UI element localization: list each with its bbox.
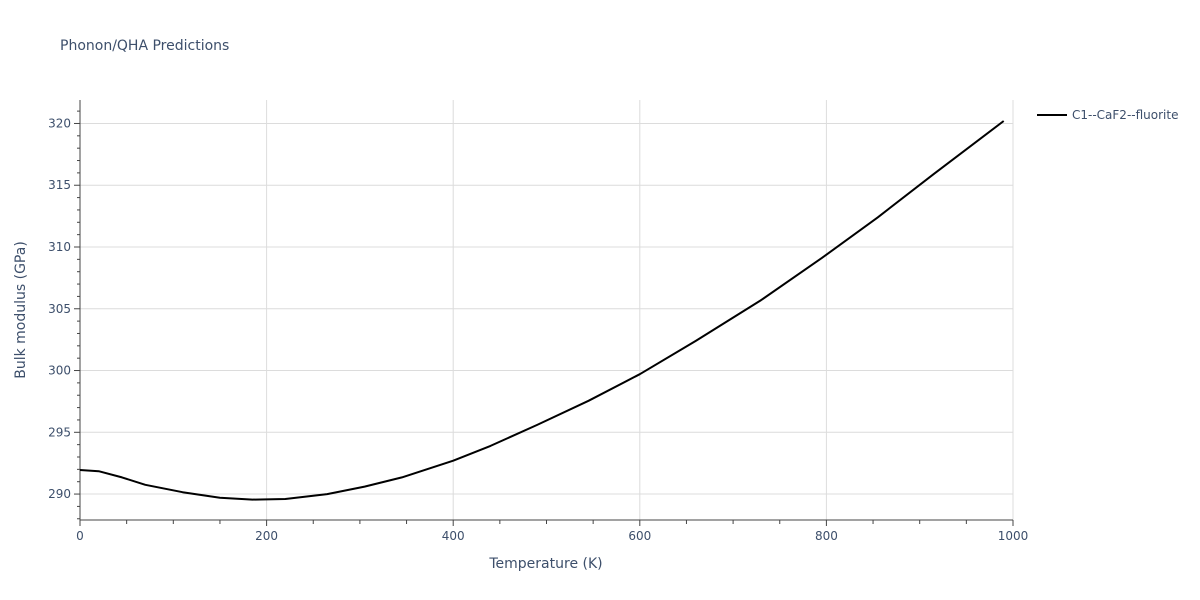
grid [80, 100, 1014, 520]
y-tick-label: 315 [48, 178, 71, 192]
y-axis-title: Bulk modulus (GPa) [13, 241, 29, 379]
x-tick-label: 400 [442, 529, 465, 543]
y-tick-label: 320 [48, 116, 71, 130]
y-tick-label: 310 [48, 240, 71, 254]
legend-label: C1--CaF2--fluorite [1072, 108, 1178, 122]
x-axis-title: Temperature (K) [488, 556, 602, 572]
series-layer [79, 120, 1005, 501]
legend[interactable]: C1--CaF2--fluorite [1037, 108, 1178, 122]
x-tick-label: 800 [815, 529, 838, 543]
chart-title: Phonon/QHA Predictions [60, 38, 229, 54]
y-tick-label: 305 [48, 302, 71, 316]
x-tick-label: 0 [76, 529, 84, 543]
y-tick-label: 290 [48, 487, 71, 501]
axes: 0 200 400 600 800 1000 290 295 300 305 310 315 320 [48, 100, 1028, 543]
series-line[interactable] [79, 120, 1005, 501]
x-tick-label: 600 [628, 529, 651, 543]
x-tick-label: 200 [255, 529, 278, 543]
x-tick-label: 1000 [998, 529, 1029, 543]
y-tick-label: 300 [48, 364, 71, 378]
y-tick-label: 295 [48, 425, 71, 439]
